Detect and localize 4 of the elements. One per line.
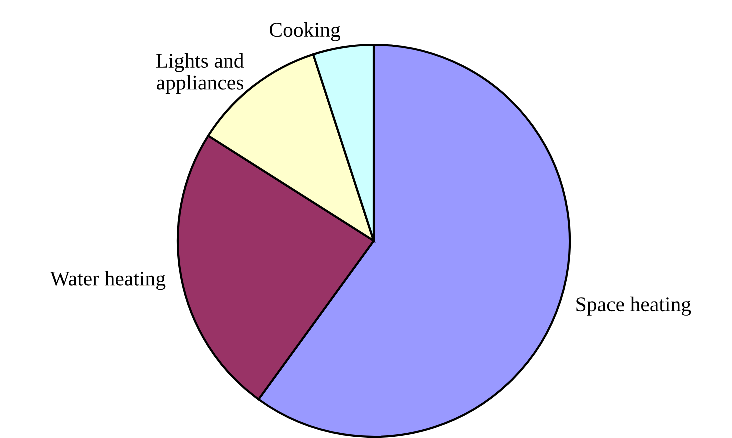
slice-label: Cooking [270, 22, 340, 42]
slice-label: Space heating [576, 296, 692, 316]
slice-label: Water heating [50, 271, 166, 290]
slice-label: Lights and appliances [156, 53, 244, 94]
